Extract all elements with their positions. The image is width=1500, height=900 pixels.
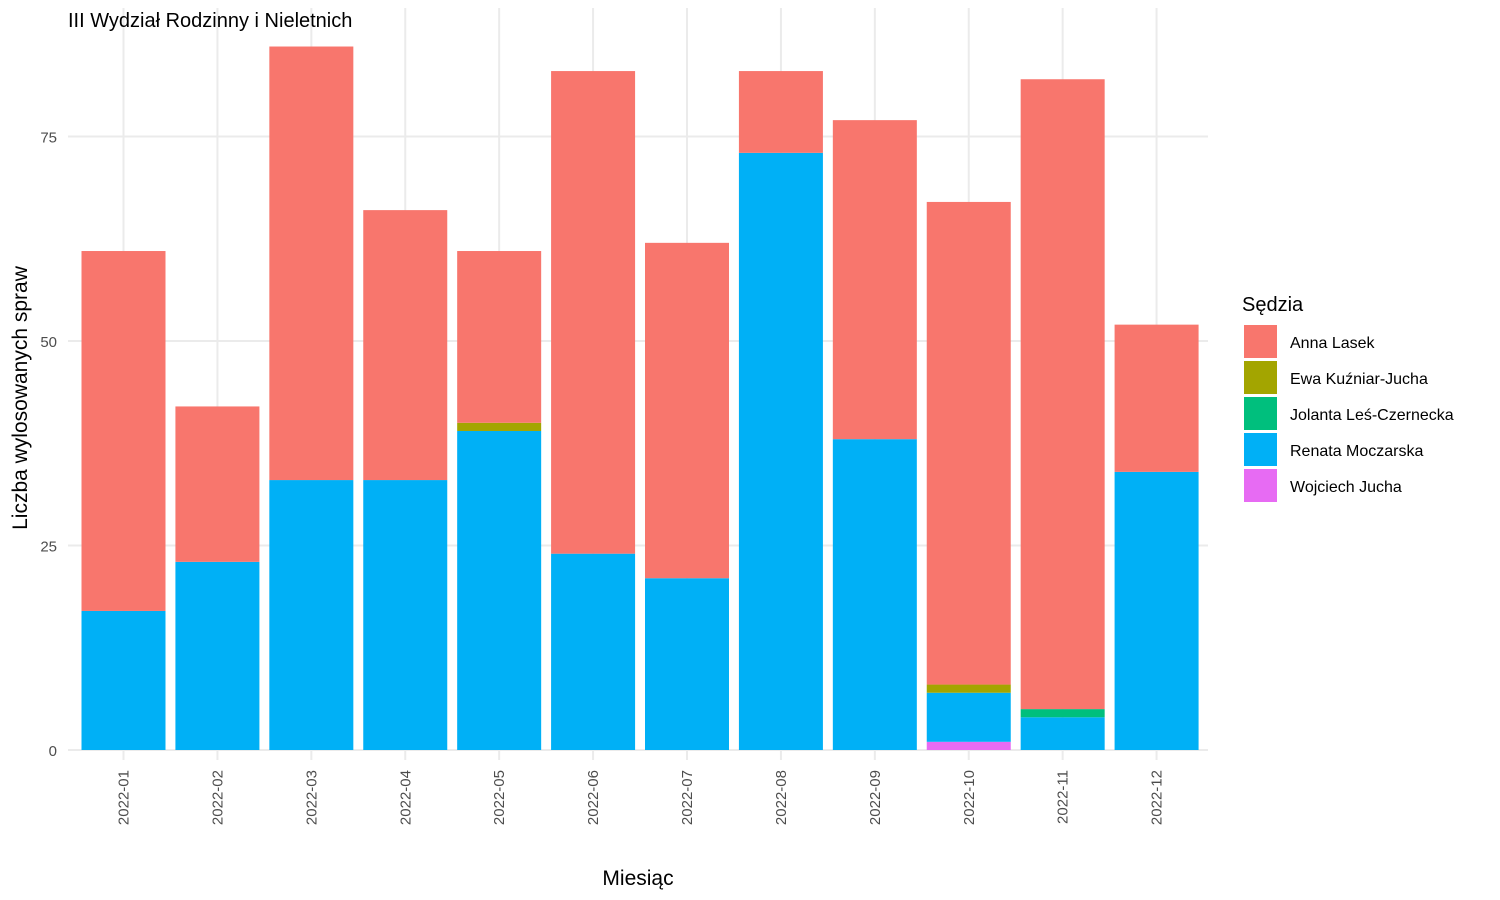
y-axis-title: Liczba wylosowanych spraw (9, 265, 32, 530)
x-tick-label: 2022-09 (867, 770, 884, 825)
legend-label: Ewa Kuźniar-Jucha (1290, 371, 1428, 388)
x-axis-ticks: 2022-01 2022-02 2022-03 2022-04 2022-05 2022-… (116, 770, 1166, 825)
bar-segment (1020, 717, 1105, 750)
bar-segment (457, 251, 542, 423)
legend-key (1244, 469, 1277, 502)
legend-key (1244, 361, 1277, 394)
x-tick-label: 2022-01 (116, 770, 133, 825)
chart-title: III Wydział Rodzinny i Nieletnich (68, 10, 352, 32)
y-tick-label: 50 (40, 334, 57, 351)
bar-segment (738, 152, 823, 751)
x-tick-label: 2022-02 (209, 770, 226, 825)
bar-segment (551, 71, 636, 554)
bar-segment (551, 553, 636, 750)
y-tick-label: 25 (40, 539, 57, 556)
legend-key (1244, 397, 1277, 430)
bar-segment (363, 480, 448, 750)
legend-label: Jolanta Leś-Czernecka (1290, 407, 1454, 424)
x-tick-label: 2022-07 (679, 770, 696, 825)
bar-segment (175, 406, 260, 562)
bar-segment (81, 610, 166, 750)
bar-segment (645, 242, 729, 579)
bar-segment (1020, 79, 1105, 710)
x-tick-label: 2022-10 (961, 770, 978, 825)
bar-segment (269, 480, 354, 750)
bar-segment (269, 46, 354, 481)
y-tick-label: 0 (49, 743, 57, 760)
bar-segment (457, 422, 542, 431)
bar-segment (738, 71, 823, 153)
x-axis-title: Miesiąc (602, 867, 673, 890)
legend-label: Wojciech Jucha (1290, 479, 1402, 496)
bar-segment (175, 561, 260, 750)
x-tick-label: 2022-05 (491, 770, 508, 825)
x-tick-label: 2022-12 (1149, 770, 1166, 825)
bar-segment (1114, 471, 1199, 750)
legend-title: Sędzia (1242, 294, 1304, 316)
bar-segment (926, 201, 1011, 685)
bar-segment (832, 439, 917, 750)
bar-segment (926, 741, 1011, 750)
legend-key (1244, 325, 1277, 358)
bar-segment (926, 684, 1011, 693)
bar-segment (1020, 709, 1105, 718)
legend: Sędzia Anna Lasek Ewa Kuźniar-Jucha Jolant… (1242, 294, 1454, 502)
legend-key (1244, 433, 1277, 466)
bar-segment (926, 692, 1011, 742)
y-tick-label: 75 (40, 130, 57, 147)
bars (81, 46, 1199, 751)
y-axis-ticks: 0 25 50 75 (40, 130, 57, 761)
legend-label: Renata Moczarska (1290, 443, 1423, 460)
x-tick-label: 2022-08 (773, 770, 790, 825)
bar-segment (645, 578, 729, 750)
bar-segment (457, 430, 542, 750)
bar-segment (81, 251, 166, 611)
bar-segment (832, 120, 917, 440)
x-tick-label: 2022-06 (585, 770, 602, 825)
bar-segment (1114, 324, 1199, 472)
bar-segment (363, 210, 448, 481)
legend-label: Anna Lasek (1290, 335, 1376, 352)
x-tick-label: 2022-04 (397, 770, 414, 825)
x-tick-label: 2022-03 (303, 770, 320, 825)
x-tick-label: 2022-11 (1055, 770, 1072, 824)
